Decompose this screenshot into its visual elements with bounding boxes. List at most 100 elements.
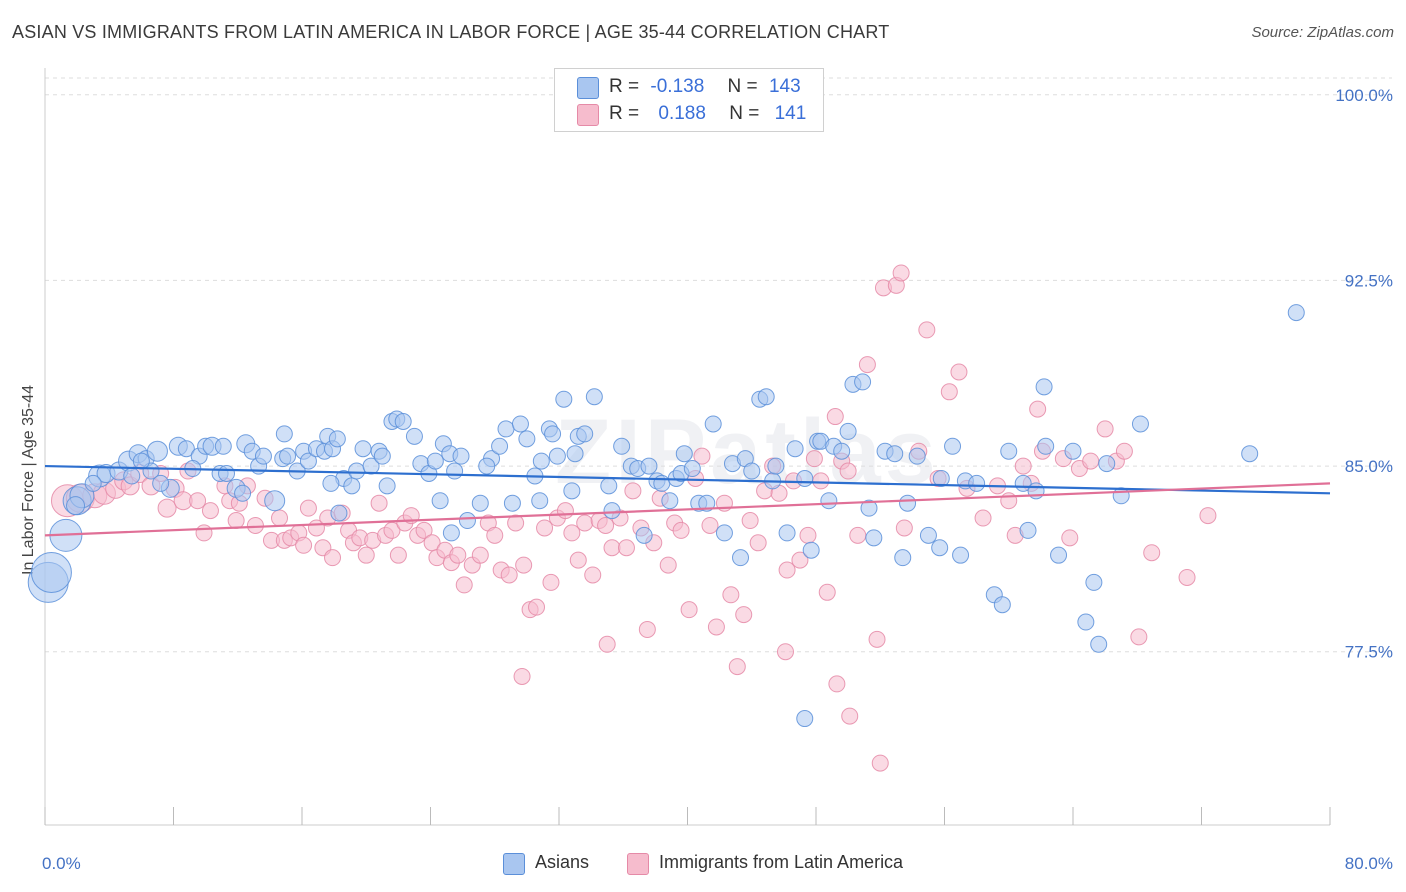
point-asians-75 (600, 477, 618, 495)
point-asians-159 (66, 496, 86, 516)
point-immigrants-83 (659, 556, 677, 574)
point-immigrants-80 (638, 620, 656, 638)
point-immigrants-110 (849, 526, 867, 544)
y-tick-label-1: 85.0% (1345, 457, 1393, 476)
point-immigrants-103 (799, 526, 817, 544)
point-asians-20 (218, 464, 236, 482)
point-asians-61 (503, 494, 521, 512)
point-immigrants-74 (597, 516, 615, 534)
point-immigrants-19 (227, 512, 245, 530)
point-asians-145 (796, 710, 814, 728)
point-asians-70 (563, 482, 581, 500)
legend-r-label: R = (609, 76, 640, 97)
point-asians-154 (214, 437, 232, 455)
point-immigrants-68 (556, 502, 574, 520)
point-immigrants-122 (974, 509, 992, 527)
point-asians-83 (653, 474, 671, 492)
point-asians-41 (354, 440, 372, 458)
point-immigrants-112 (868, 630, 886, 648)
point-immigrants-92 (722, 586, 740, 604)
point-immigrants-130 (1061, 529, 1079, 547)
trend-line-immigrants (44, 482, 1331, 537)
point-asians-122 (932, 469, 950, 487)
point-immigrants-30 (299, 499, 317, 517)
point-immigrants-105 (812, 472, 830, 490)
point-asians-151 (330, 504, 348, 522)
point-asians-91 (704, 415, 722, 433)
point-asians-121 (931, 539, 949, 557)
point-asians-63 (518, 430, 536, 448)
point-asians-141 (1112, 487, 1130, 505)
point-asians-51 (426, 452, 444, 470)
point-asians-103 (796, 469, 814, 487)
legend-n-label: N = (727, 76, 758, 97)
legend-n-value: 141 (774, 103, 807, 124)
point-asians-134 (1037, 437, 1055, 455)
point-asians-139 (1090, 635, 1108, 653)
point-immigrants-62 (515, 556, 533, 574)
point-immigrants-72 (584, 566, 602, 584)
point-immigrants-77 (617, 539, 635, 557)
point-asians-149 (431, 492, 449, 510)
point-immigrants-65 (536, 519, 554, 537)
y-tick-label-0: 77.5% (1345, 643, 1393, 662)
point-immigrants-139 (1199, 507, 1217, 525)
point-asians-135 (1050, 546, 1068, 564)
point-immigrants-29 (295, 536, 313, 554)
point-asians-15 (177, 440, 195, 458)
point-asians-100 (767, 457, 785, 475)
point-immigrants-119 (940, 383, 958, 401)
point-immigrants-146 (776, 643, 794, 661)
point-asians-114 (865, 529, 883, 547)
point-immigrants-107 (826, 408, 844, 426)
point-asians-44 (378, 477, 396, 495)
point-immigrants-53 (449, 546, 467, 564)
point-asians-137 (1077, 613, 1095, 631)
point-asians-64 (531, 492, 549, 510)
point-immigrants-109 (839, 462, 857, 480)
point-asians-37 (328, 430, 346, 448)
point-immigrants-144 (598, 635, 616, 653)
point-asians-110 (839, 422, 857, 440)
point-asians-109 (833, 442, 851, 460)
legend-stats: R = -0.138 N = 143 R = 0.188 N = 141 (554, 68, 824, 132)
point-asians-101 (778, 524, 796, 542)
point-immigrants-117 (918, 321, 936, 339)
point-asians-27 (264, 490, 286, 512)
point-asians-120 (919, 526, 937, 544)
point-immigrants-14 (189, 492, 207, 510)
point-immigrants-48 (415, 521, 433, 539)
point-immigrants-96 (749, 534, 767, 552)
point-asians-128 (993, 596, 1011, 614)
legend-n-value: 143 (768, 76, 801, 97)
source-credit: Source: ZipAtlas.com (1251, 24, 1394, 41)
point-immigrants-137 (1143, 544, 1161, 562)
point-immigrants-89 (701, 516, 719, 534)
point-asians-113 (860, 499, 878, 517)
point-immigrants-143 (892, 264, 910, 282)
point-asians-88 (683, 460, 701, 478)
point-asians-60 (497, 420, 515, 438)
legend-label-asians: Asians (535, 852, 590, 872)
point-asians-59 (491, 437, 509, 455)
point-asians-133 (1035, 378, 1053, 396)
point-immigrants-147 (513, 667, 531, 685)
point-asians-140 (1098, 455, 1116, 473)
point-asians-73 (576, 425, 594, 443)
point-immigrants-10 (157, 498, 177, 518)
point-asians-76 (603, 502, 621, 520)
point-asians-152 (322, 474, 340, 492)
point-immigrants-93 (728, 658, 746, 676)
point-asians-143 (1241, 445, 1259, 463)
point-immigrants-111 (858, 356, 876, 374)
legend-text-asians: R = -0.138 N = 143 (609, 76, 801, 98)
point-asians-40 (348, 462, 366, 480)
x-tick-label-1: 80.0% (1345, 854, 1393, 873)
point-asians-123 (944, 437, 962, 455)
point-immigrants-75 (603, 539, 621, 557)
point-immigrants-85 (672, 521, 690, 539)
point-immigrants-136 (1130, 628, 1148, 646)
point-asians-107 (820, 492, 838, 510)
point-asians-104 (802, 541, 820, 559)
